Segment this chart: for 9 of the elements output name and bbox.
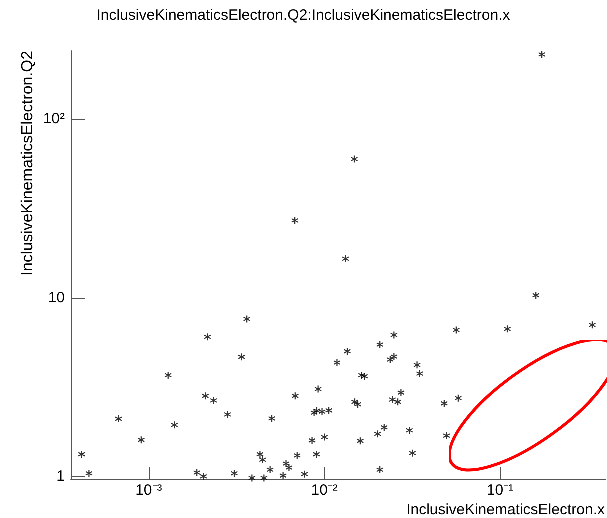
y-tick-label: 10 (48, 289, 65, 306)
x-tick-label: 10⁻¹ (486, 482, 514, 499)
y-tick-label: 1 (56, 468, 65, 486)
chart-title: InclusiveKinematicsElectron.Q2:InclusiveKinematicsElectron.x (96, 7, 511, 24)
x-tick-label: 10⁻² (311, 482, 338, 499)
y-tick-label: 10² (43, 110, 65, 128)
x-tick-label: 10⁻³ (136, 482, 162, 499)
y-axis-title: InclusiveKinematicsElectron.Q2 (20, 50, 36, 276)
x-axis-title: InclusiveKinematicsElectron.x (406, 502, 606, 518)
